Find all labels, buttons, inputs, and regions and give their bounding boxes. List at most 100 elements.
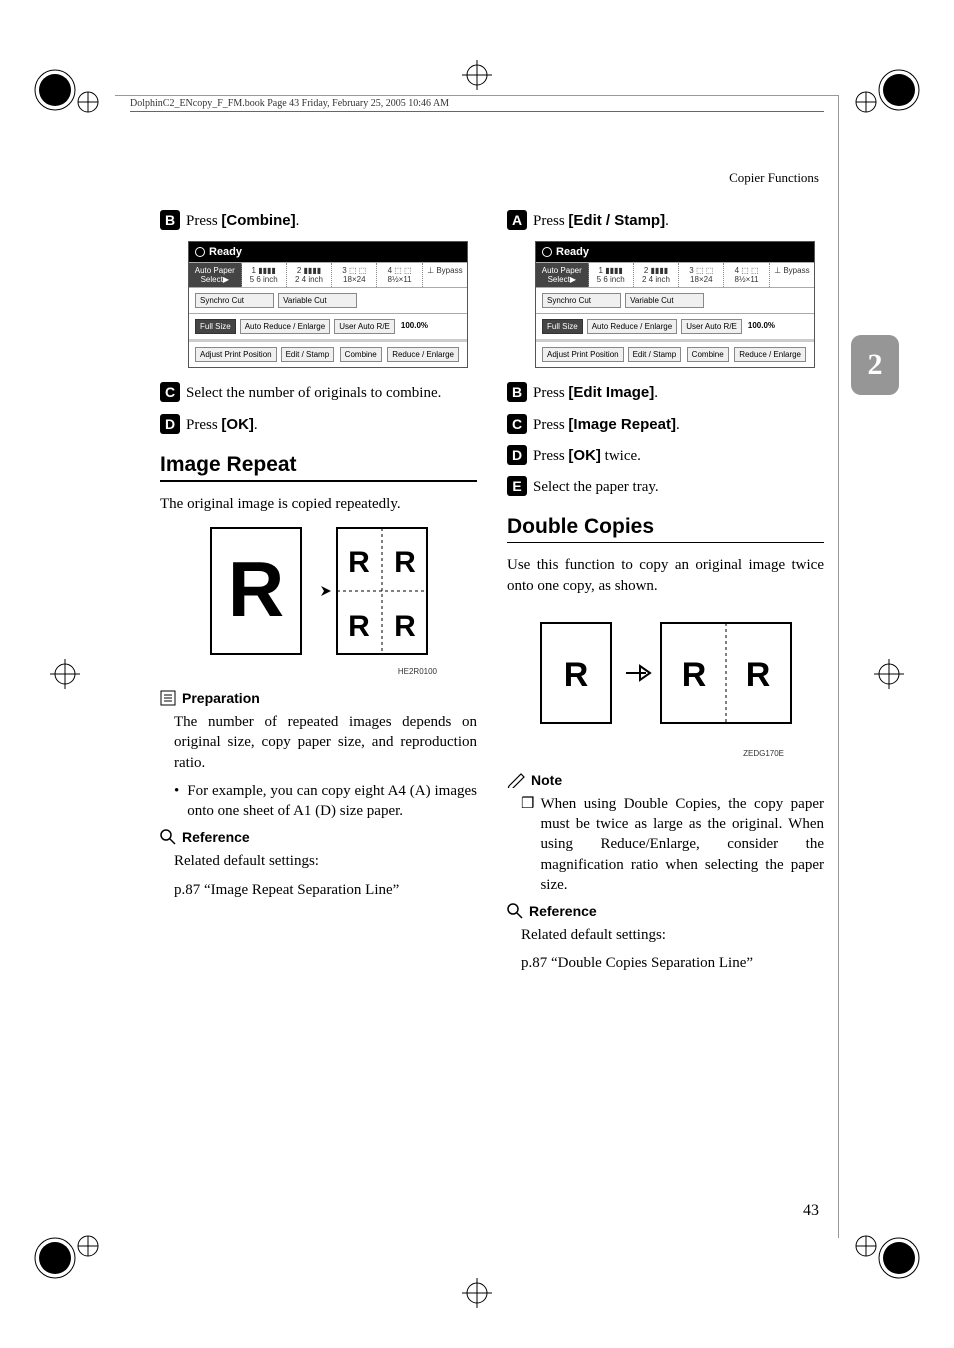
svg-text:R: R [394,546,416,579]
tray-cell: 2 ▮▮▮▮2 4 inch [634,263,679,287]
step-4: D Press [OK] twice. [507,445,824,466]
variable-cut-button: Variable Cut [278,293,357,308]
tray-cell: 4 ⬚ ⬚8½×11 [724,263,769,287]
step-text: Press [OK]. [186,415,258,435]
auto-reduce-button: Auto Reduce / Enlarge [240,319,331,334]
crop-mark-icon [30,1228,100,1288]
auto-paper-cell: Auto Paper Select▶ [536,263,589,287]
svg-text:R: R [348,610,370,643]
reference-heading: Reference [507,903,824,919]
crosshair-icon [50,659,80,689]
step-text: Press [Edit Image]. [533,383,658,403]
ratio-label: 100.0% [397,317,432,336]
ready-bar: Ready [536,242,814,262]
tray-cell: 3 ⬚ ⬚18×24 [332,263,377,287]
synchro-cut-button: Synchro Cut [195,293,274,308]
adjust-position-button: Adjust Print Position [542,347,624,362]
svg-text:R: R [681,656,706,694]
step-number-icon: D [507,445,527,465]
step-4: D Press [OK]. [160,414,477,435]
combine-button: Combine [340,347,382,362]
step-text: Select the paper tray. [533,477,659,497]
reference-link: p.87 “Image Repeat Separation Line” [174,880,477,900]
step-number-icon: C [507,414,527,434]
ready-bar: Ready [189,242,467,262]
crosshair-icon [462,60,492,90]
svg-text:R: R [745,656,770,694]
reference-text: Related default settings: [521,925,824,945]
image-repeat-body: The original image is copied repeatedly. [160,494,477,514]
section-title: Copier Functions [729,170,819,186]
ratio-label: 100.0% [744,317,779,336]
double-copies-figure: R R R [507,608,824,743]
step-text: Press [OK] twice. [533,446,641,466]
left-column: B Press [Combine]. Ready Auto Paper Sele… [160,210,477,1218]
crop-mark-icon [854,1228,924,1288]
content-columns: B Press [Combine]. Ready Auto Paper Sele… [160,210,824,1218]
reference-label: Reference [529,903,597,919]
synchro-cut-button: Synchro Cut [542,293,621,308]
step-3: C Press [Image Repeat]. [507,414,824,435]
step-text: Press [Image Repeat]. [533,415,680,435]
crop-mark-icon [854,60,924,120]
preparation-body: The number of repeated images depends on… [174,712,477,773]
bullet-text: For example, you can copy eight A4 (A) i… [187,781,477,822]
step-text: Select the number of originals to combin… [186,383,441,403]
crosshair-icon [874,659,904,689]
chapter-tab: 2 [851,335,899,395]
tray-cell: 2 ▮▮▮▮2 4 inch [287,263,332,287]
step-1: A Press [Edit / Stamp]. [507,210,824,231]
full-size-button: Full Size [542,319,583,334]
control-panel-screenshot: Ready Auto Paper Select▶ 1 ▮▮▮▮5 6 inch … [188,241,468,368]
step-number-icon: A [507,210,527,230]
edit-stamp-button: Edit / Stamp [281,347,335,362]
step-number-icon: C [160,382,180,402]
bullet-icon: • [174,781,179,822]
step-2: B Press [Edit Image]. [507,382,824,403]
step-text: Press [Combine]. [186,211,299,231]
user-auto-button: User Auto R/E [334,319,395,334]
svg-text:R: R [348,546,370,579]
svg-text:R: R [394,610,416,643]
variable-cut-button: Variable Cut [625,293,704,308]
preparation-icon [160,690,176,706]
auto-reduce-button: Auto Reduce / Enlarge [587,319,678,334]
figure-caption: HE2R0100 [160,667,437,676]
step-text: Press [Edit / Stamp]. [533,211,669,231]
image-repeat-figure: R R R R R [160,526,477,661]
edit-stamp-button: Edit / Stamp [628,347,682,362]
reduce-enlarge-button: Reduce / Enlarge [734,347,806,362]
step-5: E Select the paper tray. [507,476,824,497]
note-label: Note [531,772,562,788]
double-copies-heading: Double Copies [507,515,824,543]
reference-icon [507,903,523,919]
page-number: 43 [803,1202,819,1220]
figure-caption: ZEDG170E [507,749,784,758]
chapter-number: 2 [868,348,883,382]
step-2: B Press [Combine]. [160,210,477,231]
note-text: When using Double Copies, the copy paper… [540,794,824,895]
step-number-icon: E [507,476,527,496]
user-auto-button: User Auto R/E [681,319,742,334]
preparation-label: Preparation [182,690,260,706]
reference-text: Related default settings: [174,851,477,871]
control-panel-screenshot: Ready Auto Paper Select▶ 1 ▮▮▮▮5 6 inch … [535,241,815,368]
step-number-icon: D [160,414,180,434]
tray-cell: 3 ⬚ ⬚18×24 [679,263,724,287]
crop-mark-icon [30,60,100,120]
full-size-button: Full Size [195,319,236,334]
step-3: C Select the number of originals to comb… [160,382,477,403]
adjust-position-button: Adjust Print Position [195,347,277,362]
reference-label: Reference [182,829,250,845]
reference-icon [160,829,176,845]
preparation-heading: Preparation [160,690,477,706]
auto-paper-cell: Auto Paper Select▶ [189,263,242,287]
reference-heading: Reference [160,829,477,845]
combine-button: Combine [687,347,729,362]
right-column: A Press [Edit / Stamp]. Ready Auto Paper… [507,210,824,1218]
svg-text:R: R [563,656,588,694]
bypass-cell: ⊥ Bypass [770,263,814,287]
reference-link: p.87 “Double Copies Separation Line” [521,953,824,973]
image-repeat-heading: Image Repeat [160,453,477,482]
note-heading: Note [507,772,824,788]
